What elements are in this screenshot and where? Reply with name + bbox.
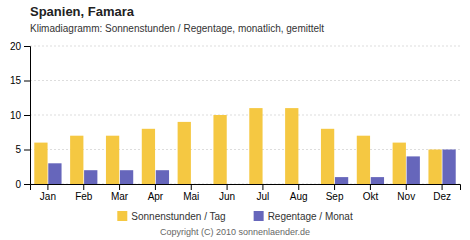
plot: Jan Feb Mar Apr Mai Jun Jul Aug Sep Okt Nov Dez 0 5 10… (10, 41, 461, 202)
chart: Spanien, Famara Klimadiagramm: Sonnenstun… (0, 0, 470, 240)
tick: 15 (10, 75, 30, 86)
bar (227, 184, 240, 185)
tick: Sep (326, 184, 344, 202)
legend-label: Regentage / Monat (268, 211, 353, 222)
series (48, 150, 455, 185)
grid (30, 46, 460, 184)
tick-label: Okt (363, 191, 379, 202)
tick: 5 (15, 144, 30, 155)
tick-mark (47, 184, 48, 190)
bar (120, 170, 133, 184)
tick-label: Feb (75, 191, 93, 202)
bar (321, 129, 334, 184)
axis-line (31, 185, 461, 191)
tick: Jul (257, 184, 270, 202)
bar (407, 156, 420, 184)
tick-mark (227, 184, 228, 190)
bar (357, 136, 370, 184)
bar (156, 170, 169, 184)
tick-mark (406, 184, 407, 190)
tick-label: Sep (326, 191, 344, 202)
tick: 10 (10, 110, 30, 121)
tick-label: Jun (219, 191, 235, 202)
legend: Sonnenstunden / Tag Regentage / Monat (117, 211, 353, 222)
tick: Jun (219, 184, 235, 202)
bar (299, 184, 312, 185)
tick-mark (83, 184, 84, 190)
tick-mark (24, 81, 30, 82)
tick-label: Aug (290, 191, 308, 202)
tick-label: 5 (15, 144, 21, 155)
tick-mark (442, 184, 443, 190)
tick-mark (262, 184, 263, 190)
legend-item: Regentage / Monat (254, 211, 353, 222)
footer: Copyright (C) 2010 sonnenlaender.de (160, 227, 310, 237)
tick-label: 10 (10, 110, 22, 121)
tick: Apr (148, 184, 164, 202)
tick-label: 15 (10, 75, 22, 86)
x-axis: Jan Feb Mar Apr Mai Jun Jul Aug Sep Okt Nov Dez (31, 184, 461, 202)
tick: 0 (15, 179, 30, 190)
bar (34, 143, 47, 184)
tick-label: 0 (15, 179, 21, 190)
tick: Aug (290, 184, 308, 202)
title: Spanien, Famara (30, 4, 135, 19)
y-axis: 0 5 10 15 20 (10, 41, 31, 190)
grid-line (30, 46, 460, 47)
tick-label: Jan (40, 191, 56, 202)
tick: Mar (111, 184, 129, 202)
tick: Jan (40, 184, 56, 202)
subtitle: Klimadiagramm: Sonnenstunden / Regentage… (30, 23, 324, 34)
legend-label: Sonnenstunden / Tag (131, 211, 225, 222)
bar (393, 143, 406, 184)
bar (442, 150, 455, 185)
bar (106, 136, 119, 184)
tick-label: Nov (397, 191, 415, 202)
bar (428, 150, 441, 185)
tick-mark (24, 115, 30, 116)
tick-mark (24, 184, 30, 185)
tick-label: Mai (183, 191, 199, 202)
grid-line (30, 115, 460, 116)
tick-label: Apr (148, 191, 164, 202)
tick: 20 (10, 41, 30, 52)
bar (142, 129, 155, 184)
tick-mark (24, 46, 30, 47)
tick-label: Mar (111, 191, 129, 202)
bar (249, 108, 262, 184)
series (34, 108, 441, 184)
bar (371, 177, 384, 184)
bar (48, 163, 61, 184)
tick-mark (155, 184, 156, 190)
tick-mark (298, 184, 299, 190)
legend-swatch (117, 211, 127, 221)
tick-label: Dez (433, 191, 451, 202)
tick-mark (24, 150, 30, 151)
tick: Mai (183, 184, 199, 202)
bar (178, 122, 191, 184)
tick-mark (119, 184, 120, 190)
bars (34, 108, 455, 184)
tick-mark (191, 184, 192, 190)
legend-swatch (254, 211, 264, 221)
tick: Dez (433, 184, 451, 202)
axis-line (24, 47, 31, 185)
tick-mark (370, 184, 371, 190)
bar (213, 115, 226, 184)
bar (192, 184, 205, 185)
tick-label: Jul (257, 191, 270, 202)
bar (285, 108, 298, 184)
tick: Feb (75, 184, 93, 202)
tick: Nov (397, 184, 415, 202)
legend-item: Sonnenstunden / Tag (117, 211, 225, 222)
bar (263, 184, 276, 185)
bar (84, 170, 97, 184)
grid-line (30, 80, 460, 81)
bar (335, 177, 348, 184)
tick: Okt (363, 184, 379, 202)
tick-label: 20 (10, 41, 22, 52)
tick-mark (334, 184, 335, 190)
bar (70, 136, 83, 184)
